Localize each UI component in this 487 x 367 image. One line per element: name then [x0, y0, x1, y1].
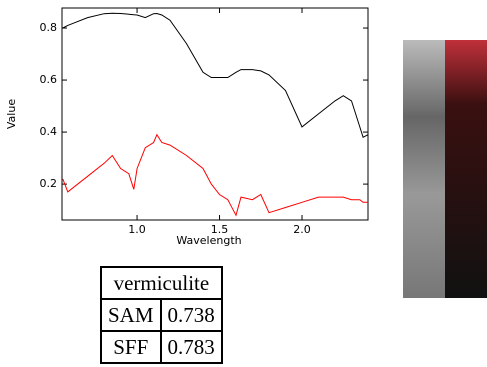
cell: 0.738 [161, 299, 222, 331]
cell: SFF [101, 331, 161, 363]
y-tick-label: 0.6 [40, 73, 58, 86]
cell: 0.783 [161, 331, 222, 363]
x-tick-label: 1.0 [128, 223, 146, 236]
classified-image [445, 40, 487, 298]
page: Wavelength Value 0.2 0.4 0.6 0.8 1.0 1.5 2.0 v… [0, 0, 487, 367]
chart: Wavelength Value 0.2 0.4 0.6 0.8 1.0 1.5 2.0 [0, 0, 487, 367]
x-tick-label: 2.0 [293, 223, 311, 236]
data-line [63, 13, 368, 137]
data-line [63, 135, 368, 216]
y-tick-label: 0.8 [40, 21, 58, 34]
y-tick-label: 0.2 [40, 177, 58, 190]
table-header: vermiculite [101, 267, 222, 299]
x-axis-label: Wavelength [176, 234, 241, 247]
y-tick-label: 0.4 [40, 125, 58, 138]
cell: SAM [101, 299, 161, 331]
grayscale-image [403, 40, 445, 298]
y-axis-label: Value [5, 99, 18, 129]
x-tick-label: 1.5 [211, 223, 229, 236]
